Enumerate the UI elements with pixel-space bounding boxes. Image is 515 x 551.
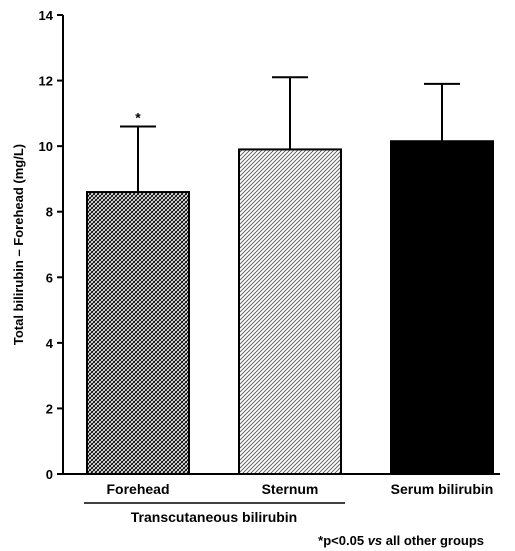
y-tick-label: 2: [46, 401, 53, 416]
footnote-suffix: all other groups: [382, 533, 484, 548]
category-label: Sternum: [262, 481, 319, 497]
y-tick-label: 0: [46, 467, 53, 482]
y-ticks: 0 2 4 6 8 10 12 14: [39, 8, 63, 482]
significance-mark: *: [135, 109, 141, 125]
category-label: Forehead: [106, 481, 169, 497]
category-labels: Forehead Sternum Serum bilirubin: [106, 481, 493, 497]
footnote-prefix: *p<0.05: [318, 533, 368, 548]
y-tick-label: 14: [39, 8, 54, 23]
category-label: Serum bilirubin: [391, 481, 494, 497]
group-label: Transcutaneous bilirubin: [131, 509, 297, 525]
y-tick-label: 6: [46, 270, 53, 285]
footnote-italic: vs: [368, 533, 382, 548]
bars: [86, 140, 494, 476]
significance-footnote: *p<0.05 vs all other groups: [318, 533, 484, 548]
y-tick-label: 12: [39, 74, 53, 89]
error-bars: *: [120, 76, 460, 193]
y-tick-label: 8: [46, 205, 53, 220]
bar-sternum: [238, 148, 342, 476]
bar-forehead: [86, 191, 190, 476]
bar-serum-bilirubin: [390, 140, 494, 475]
y-axis-title: Total bilirubin – Forehead (mg/L): [11, 144, 26, 345]
y-tick-label: 10: [39, 139, 53, 154]
y-tick-label: 4: [46, 336, 54, 351]
